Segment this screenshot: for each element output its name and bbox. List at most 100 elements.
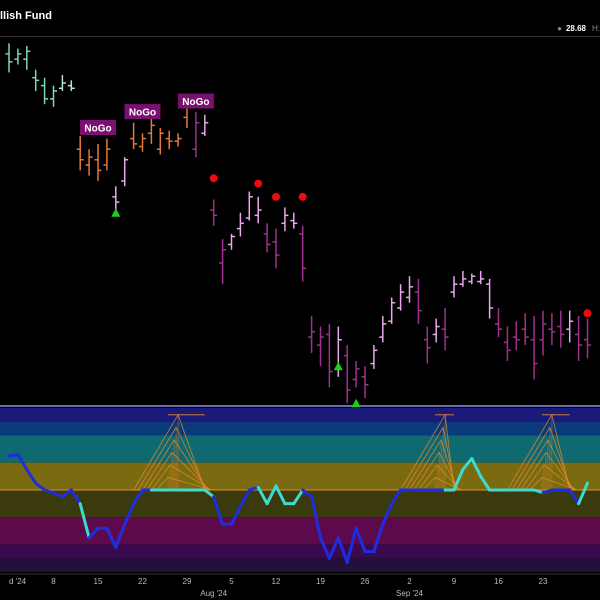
ohlc-bar [263, 223, 271, 253]
oscillator-segment [310, 495, 322, 540]
ohlc-bar [67, 80, 75, 91]
ohlc-bar [450, 276, 458, 298]
x-tick-label: 16 [494, 577, 503, 586]
ohlc-bar [85, 149, 93, 176]
oscillator-band [0, 462, 600, 490]
chart-title: llish Fund [0, 10, 52, 22]
x-tick-label: 9 [452, 577, 457, 586]
oscillator-segment [381, 502, 394, 526]
ohlc-bar [121, 157, 129, 187]
oscillator-band [0, 517, 600, 545]
oscillator-segment [132, 488, 144, 506]
ohlc-bar [192, 112, 200, 158]
x-month-label: Aug '24 [200, 589, 227, 598]
x-tick-label: 5 [229, 577, 234, 586]
price-readout: ● 28.68 H: [557, 24, 600, 33]
ohlc-bar [352, 360, 360, 388]
ohlc-bar [308, 315, 316, 353]
ohlc-bar [201, 114, 209, 136]
oscillator-segment [87, 526, 100, 540]
nogo-badge-label: NoGo [84, 124, 111, 135]
ohlc-bar [343, 345, 351, 404]
ohlc-bar [432, 318, 440, 343]
settings-dot-icon[interactable]: ● [557, 24, 562, 33]
ohlc-bar [575, 315, 583, 361]
ohlc-bar [539, 310, 547, 356]
ohlc-bar [557, 310, 565, 348]
oscillator-segment [114, 522, 127, 549]
ohlc-bar [584, 318, 591, 359]
oscillator-segment [301, 488, 314, 499]
oscillator-segment [203, 488, 216, 499]
oscillator-segment [212, 495, 225, 526]
nogo-badge-label: NoGo [129, 108, 156, 119]
up-triangle-icon [333, 361, 343, 371]
nogo-badge-bg [177, 93, 214, 109]
red-dot-marker [298, 192, 307, 201]
ohlc-bar [370, 345, 378, 369]
ohlc-bar [41, 77, 49, 105]
ohlc-bar [495, 308, 502, 338]
x-tick-label: 8 [51, 577, 56, 586]
oscillator-band [0, 558, 600, 572]
oscillator-segment [292, 488, 305, 506]
oscillator-segment [327, 536, 340, 560]
x-tick-label: 29 [183, 577, 192, 586]
ohlc-bar [548, 313, 556, 346]
ohlc-bar [379, 315, 387, 343]
x-tick-label: 12 [272, 577, 281, 586]
x-tick-label: 19 [316, 577, 325, 586]
red-dot-marker [272, 192, 280, 201]
oscillator-band [0, 544, 600, 559]
oscillator-segment [25, 468, 38, 485]
oscillator-segment [238, 488, 251, 508]
oscillator-fan [507, 413, 578, 491]
ohlc-bar [477, 270, 485, 285]
oscillator-segment [390, 488, 403, 506]
nogo-badge-bg [124, 104, 161, 120]
nogo-badge-label: NoGo [182, 97, 209, 108]
ohlc-bar [406, 276, 413, 303]
ohlc-bar [503, 326, 511, 361]
ohlc-bar [94, 143, 102, 181]
ohlc-bar [423, 326, 431, 364]
oscillator-segment [16, 452, 29, 471]
ohlc-bar [521, 313, 529, 346]
oscillator-segment [274, 484, 287, 506]
ohlc-bar [5, 43, 13, 73]
oscillator-segment [247, 485, 260, 492]
ohlc-bar [441, 308, 449, 351]
x-month-label: Sep '24 [396, 589, 423, 598]
ohlc-bar [486, 278, 494, 319]
ohlc-bar [23, 45, 31, 70]
ohlc-bar [210, 199, 218, 226]
oscillator-segment [479, 474, 492, 492]
ohlc-bar [299, 225, 307, 282]
ohlc-bar [566, 310, 574, 343]
oscillator-segment [105, 526, 118, 549]
ohlc-bar [165, 130, 173, 150]
x-tick-label: 23 [539, 577, 548, 586]
ohlc-bar [112, 186, 120, 211]
x-tick-label: 15 [94, 577, 103, 586]
last-price: 28.68 [565, 24, 586, 33]
oscillator-segment [470, 457, 483, 478]
oscillator-segment [256, 485, 269, 506]
oscillator-segment [123, 502, 136, 526]
ohlc-bar [325, 323, 333, 388]
ohlc-bar [50, 85, 57, 107]
up-triangle-icon [351, 398, 361, 408]
ohlc-bar [468, 273, 476, 285]
ohlc-bar [156, 128, 164, 155]
nogo-badge: NoGo [177, 93, 214, 109]
x-tick-label: 26 [361, 577, 370, 586]
ohlc-bar [388, 297, 396, 324]
ohlc-bar [414, 278, 422, 324]
ohlc-bar [245, 191, 253, 221]
ohlc-bar [236, 212, 244, 237]
high-label: H: [592, 24, 600, 33]
oscillator-segment [541, 488, 554, 495]
oscillator-band [0, 421, 600, 436]
red-dot-marker [254, 179, 263, 188]
nogo-badge-bg [80, 120, 116, 135]
